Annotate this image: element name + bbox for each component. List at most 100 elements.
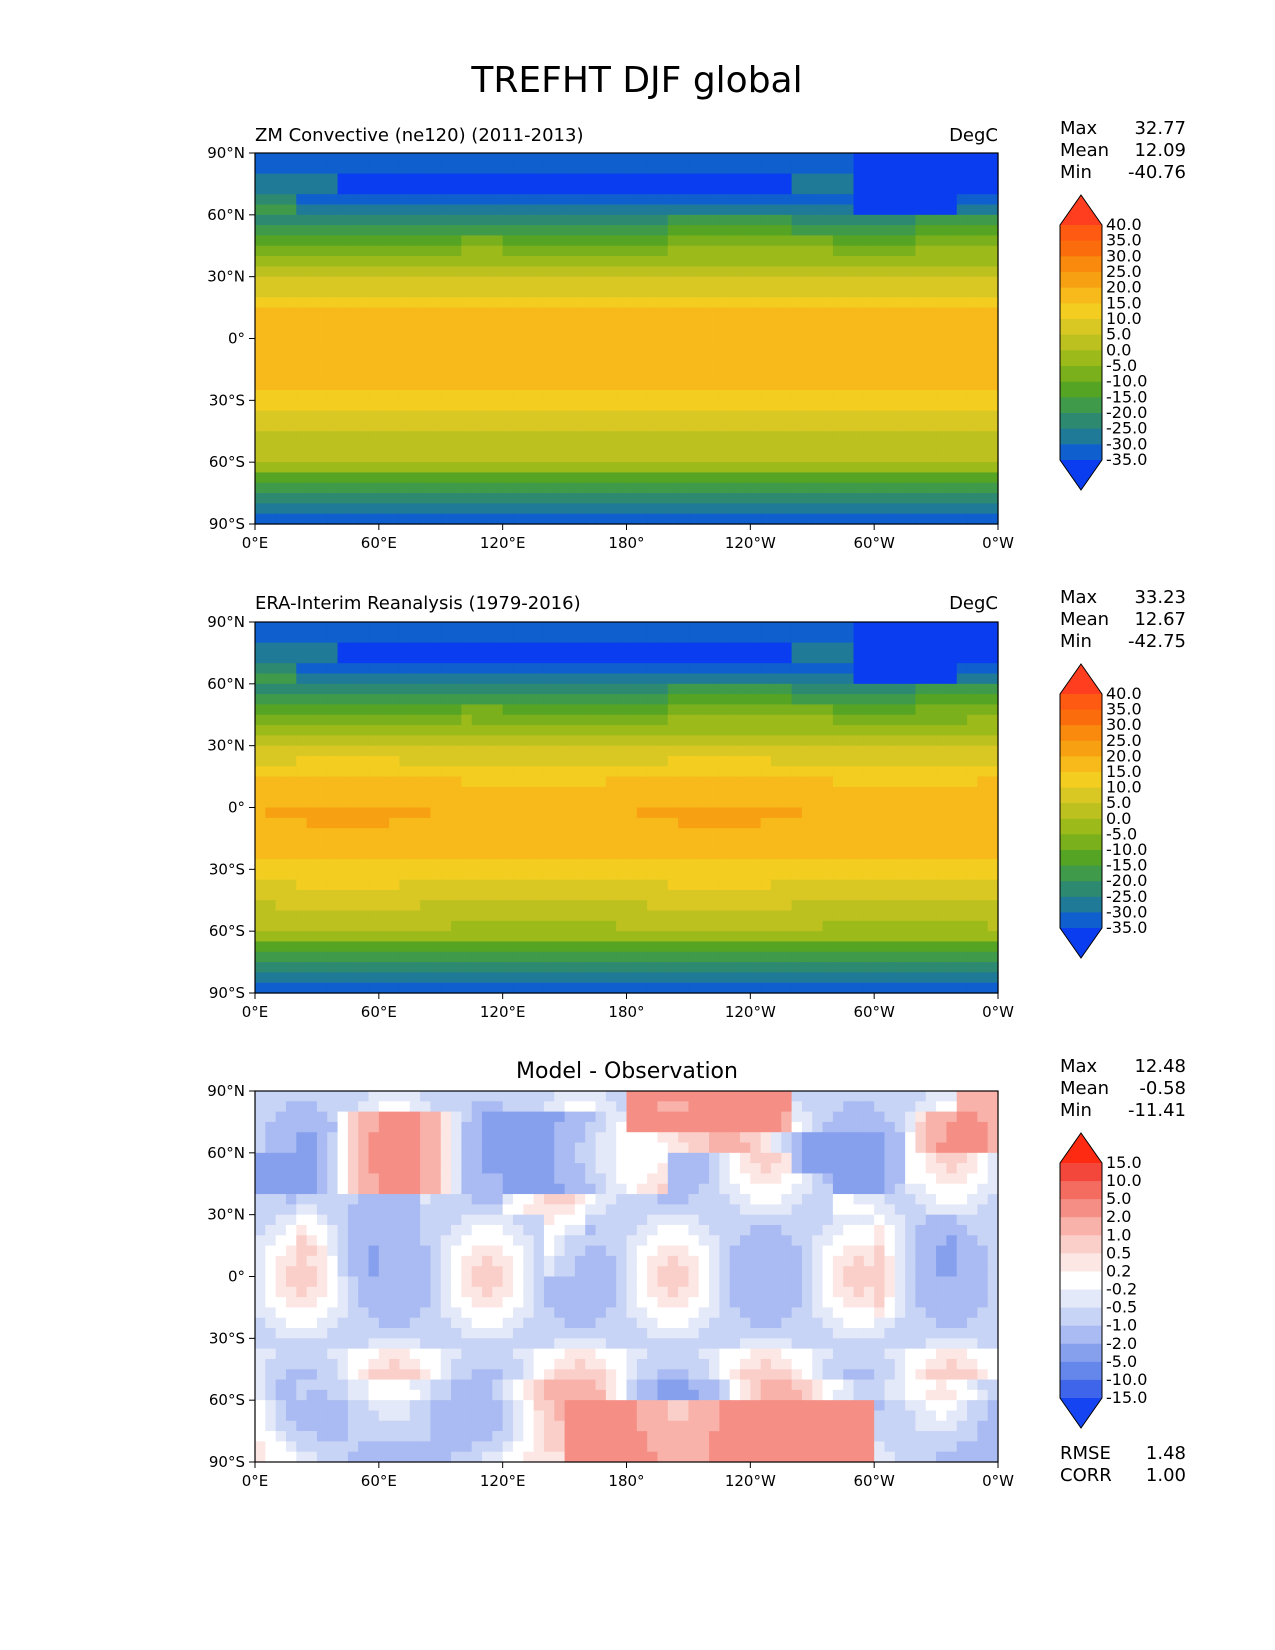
map-cell <box>760 900 772 912</box>
map-cell <box>956 797 968 809</box>
map-cell <box>791 153 803 164</box>
map-cell <box>925 225 937 237</box>
map-cell <box>770 286 782 298</box>
map-cell <box>801 256 813 267</box>
map-cell <box>894 714 906 726</box>
map-cell <box>492 642 504 654</box>
map-cell <box>461 673 473 685</box>
map-cell <box>285 451 297 463</box>
map-cell <box>636 673 648 685</box>
map-cell <box>430 910 442 922</box>
map-cell <box>451 920 462 932</box>
map-cell <box>471 225 483 237</box>
map-cell <box>987 472 999 484</box>
map-cell <box>265 859 277 870</box>
map-cell <box>554 632 566 644</box>
map-cell <box>430 642 442 654</box>
map-cell <box>853 931 865 943</box>
map-cell <box>884 390 896 401</box>
map-cell <box>306 317 318 329</box>
map-cell <box>822 900 834 912</box>
map-cell <box>770 513 782 525</box>
map-cell <box>987 493 999 504</box>
map-cell <box>791 379 803 391</box>
map-cell <box>843 214 855 226</box>
map-cell <box>770 379 782 391</box>
map-cell <box>740 869 751 881</box>
map-cell <box>729 513 741 525</box>
map-cell <box>770 786 782 798</box>
map-cell <box>502 276 514 288</box>
map-cell <box>977 256 989 267</box>
map-cell <box>770 817 782 829</box>
map-cell <box>719 441 731 453</box>
map-cell <box>605 663 617 675</box>
map-cell <box>296 420 308 432</box>
map-cell <box>647 755 659 767</box>
map-cell <box>843 735 855 747</box>
map-cell <box>719 163 731 175</box>
map-cell <box>409 910 421 922</box>
map-cell <box>967 379 978 391</box>
map-cell <box>956 848 968 860</box>
map-cell <box>822 194 834 206</box>
map-cell <box>512 462 524 474</box>
map-cell <box>626 889 638 901</box>
map-cell <box>863 472 875 484</box>
map-cell <box>863 286 875 298</box>
map-cell <box>275 225 287 237</box>
map-cell <box>853 797 865 809</box>
map-cell <box>368 214 380 226</box>
map-cell <box>368 451 380 463</box>
map-cell <box>977 797 989 809</box>
map-cell <box>688 941 700 953</box>
map-cell <box>915 194 927 206</box>
map-cell <box>585 817 597 829</box>
map-cell <box>626 910 638 922</box>
map-cell <box>894 817 906 829</box>
map-cell <box>770 317 782 329</box>
map-cell <box>574 390 586 401</box>
map-cell <box>512 482 524 494</box>
map-cell <box>863 910 875 922</box>
map-cell <box>285 735 297 747</box>
map-cell <box>389 441 401 453</box>
map-cell <box>512 745 524 757</box>
map-cell <box>327 622 339 633</box>
map-cell <box>399 503 411 515</box>
map-cell <box>512 204 524 216</box>
map-cell <box>740 622 751 633</box>
map-cell <box>378 348 390 360</box>
map-cell <box>822 673 834 685</box>
map-cell <box>884 755 896 767</box>
map-cell <box>461 173 473 185</box>
map-cell <box>285 817 297 829</box>
map-cell <box>740 735 751 747</box>
map-cell <box>967 786 978 798</box>
map-cell <box>863 420 875 432</box>
map-cell <box>740 359 751 371</box>
map-cell <box>409 941 421 953</box>
map-cell <box>729 493 741 504</box>
map-cell <box>389 390 401 401</box>
map-cell <box>626 379 638 391</box>
map-cell <box>574 704 586 716</box>
map-cell <box>657 766 669 778</box>
map-cell <box>936 931 947 943</box>
map-cell <box>389 663 401 675</box>
colorbar-outline <box>1059 194 1103 491</box>
map-cell <box>574 359 586 371</box>
map-cell <box>636 369 648 381</box>
map-cell <box>451 838 462 850</box>
map-cell <box>678 931 690 943</box>
map-cell <box>884 235 896 247</box>
map-cell <box>482 369 493 381</box>
map-cell <box>987 859 999 870</box>
map-cell <box>925 297 937 309</box>
map-cell <box>812 390 824 401</box>
map-cell <box>512 694 524 706</box>
map-cell <box>543 786 555 798</box>
map-cell <box>905 694 917 706</box>
map-cell <box>626 807 638 819</box>
map-cell <box>863 482 875 494</box>
